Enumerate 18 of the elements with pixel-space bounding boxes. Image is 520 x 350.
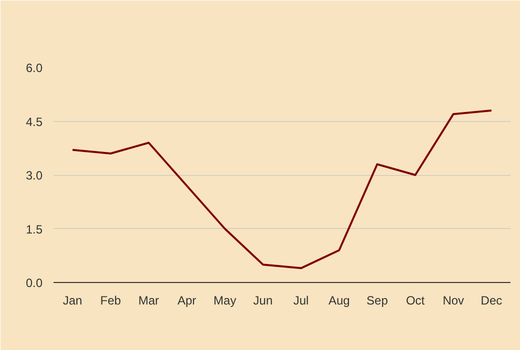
x-tick-label: May [214, 294, 236, 308]
line-series [72, 110, 492, 270]
y-tick-label: 4.5 [26, 114, 43, 129]
x-tick-label: Dec [480, 294, 502, 308]
x-tick-label: Aug [328, 294, 350, 308]
y-tick-label: 1.5 [26, 222, 43, 236]
x-tick-label: Jul [293, 294, 309, 308]
x-tick-label: Sep [366, 294, 388, 308]
x-tick-label: Mar [138, 294, 160, 308]
x-tick-label: Jan [62, 294, 82, 308]
x-tick-label: Oct [406, 294, 426, 308]
x-tick-label: Apr [177, 294, 196, 308]
y-tick-label: 3.0 [26, 168, 43, 182]
y-tick-label: 0.0 [26, 276, 43, 290]
x-tick-label: Jun [253, 294, 273, 308]
y-tick-label: 6.0 [26, 61, 43, 75]
x-tick-label: Nov [442, 294, 464, 308]
x-tick-label: Feb [100, 294, 122, 308]
